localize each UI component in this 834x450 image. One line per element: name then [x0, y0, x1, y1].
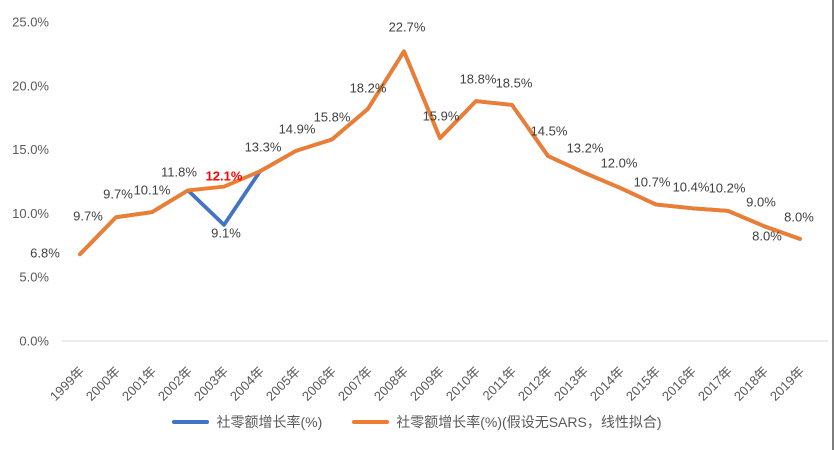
line-chart-plot-area: 0.0%5.0%10.0%15.0%20.0%25.0%1999年2000年20… [12, 15, 828, 404]
data-label: 13.2% [567, 141, 604, 156]
series-line-actual [78, 49, 802, 257]
y-axis-tick-label: 15.0% [12, 142, 49, 157]
x-axis-tick-label: 2008年 [371, 364, 411, 404]
x-axis-tick-label: 2011年 [480, 364, 520, 404]
legend-label-fitted: 社零额增长率(%)(假设无SARS，线性拟合) [396, 414, 662, 430]
legend-line-swatch-blue [172, 420, 210, 424]
data-label: 6.8% [30, 246, 60, 261]
y-axis-tick-label: 25.0% [12, 15, 49, 30]
y-axis-tick-label: 10.0% [12, 206, 49, 221]
y-axis-tick-label: 0.0% [19, 334, 49, 349]
x-axis-tick-label: 2007年 [335, 364, 375, 404]
x-axis-tick-label: 2012年 [515, 364, 555, 404]
data-label: 9.7% [103, 187, 133, 202]
y-axis-tick-label: 5.0% [19, 270, 49, 285]
x-axis-tick-label: 2019年 [767, 364, 807, 404]
x-axis-tick-label: 2015年 [623, 364, 663, 404]
series-line-fitted [78, 49, 802, 257]
x-axis-tick-label: 2013年 [551, 364, 591, 404]
data-label: 10.1% [134, 183, 171, 198]
x-axis-tick-label: 2018年 [731, 364, 771, 404]
x-axis-tick-label: 2004年 [227, 364, 267, 404]
data-label: 14.9% [279, 122, 316, 137]
data-label: 22.7% [389, 20, 426, 35]
x-axis-tick-label: 2000年 [83, 364, 123, 404]
legend-line-swatch-orange [352, 420, 390, 424]
data-label: 9.1% [211, 226, 241, 241]
y-axis-tick-label: 20.0% [12, 78, 49, 93]
data-label: 18.8% [460, 72, 497, 87]
data-label: 18.2% [350, 81, 387, 96]
window-right-edge [832, 0, 834, 450]
x-axis-tick-label: 2006年 [299, 364, 339, 404]
data-label: 8.0% [752, 229, 782, 244]
legend-item-fitted: 社零额增长率(%)(假设无SARS，线性拟合) [352, 412, 662, 432]
data-label: 10.2% [709, 181, 746, 196]
legend-item-actual: 社零额增长率(%) [172, 412, 322, 432]
data-label-highlight: 12.1% [206, 169, 243, 184]
legend-label-actual: 社零额增长率(%) [216, 414, 323, 430]
data-label: 8.0% [784, 210, 814, 225]
data-label: 9.0% [746, 195, 776, 210]
x-axis-tick-label: 2003年 [191, 364, 231, 404]
data-label: 18.5% [496, 76, 533, 91]
x-axis-tick-label: 2002年 [155, 364, 195, 404]
x-axis-tick-label: 1999年 [47, 364, 87, 404]
x-axis-tick-label: 2001年 [119, 364, 159, 404]
x-axis-tick-label: 2009年 [407, 364, 447, 404]
x-axis-tick-label: 2005年 [263, 364, 303, 404]
x-axis-tick-label: 2014年 [587, 364, 627, 404]
data-label: 15.9% [423, 109, 460, 124]
x-axis-tick-label: 2016年 [659, 364, 699, 404]
x-axis-tick-label: 2010年 [443, 364, 483, 404]
data-label: 15.8% [314, 110, 351, 125]
data-label: 13.3% [245, 140, 282, 155]
legend: 社零额增长率(%) 社零额增长率(%)(假设无SARS，线性拟合) [0, 412, 834, 432]
data-label: 10.7% [634, 175, 671, 190]
data-label: 12.0% [601, 156, 638, 171]
data-label: 9.7% [73, 209, 103, 224]
x-axis-tick-label: 2017年 [695, 364, 735, 404]
data-label: 11.8% [161, 165, 197, 180]
data-label: 14.5% [531, 124, 568, 139]
data-label: 10.4% [673, 180, 710, 195]
